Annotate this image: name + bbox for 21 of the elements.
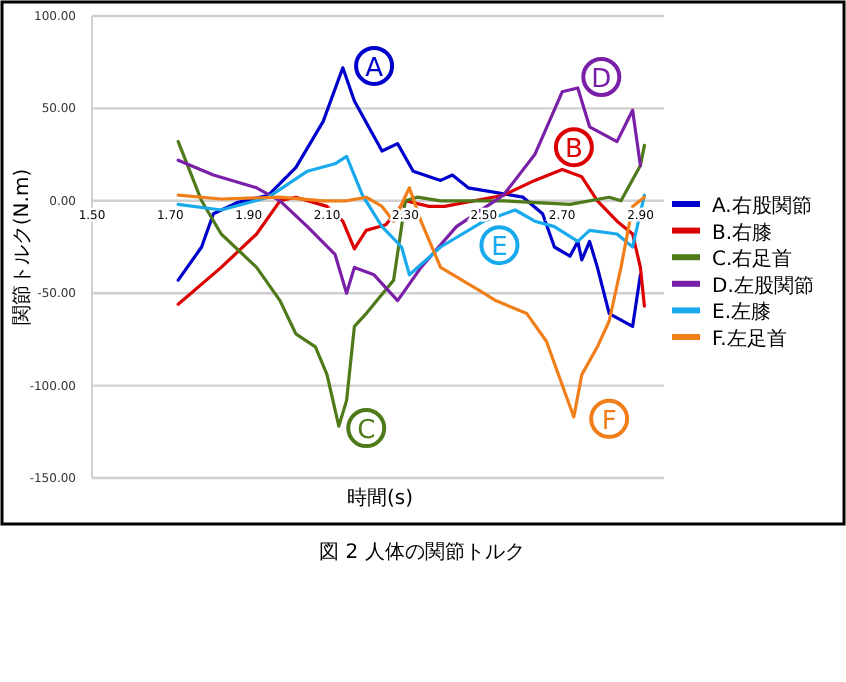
callout: D [581,57,622,97]
caption: 図 2 人体の関節トルク [319,540,525,564]
legend-label: B.右膝 [712,220,773,245]
annotation: C [357,416,376,447]
callout: B [553,127,594,168]
annotation: E [491,233,508,264]
callout: C [346,408,387,449]
annotation: B [564,135,583,166]
legend-label: E.左膝 [712,300,771,325]
y-axis-title: 関節トルク(N.m) [12,168,34,326]
legend-label: D.左股関節 [712,273,814,298]
annotation: A [365,53,384,84]
callout: E [479,225,520,266]
annotation: D [591,64,612,95]
callout: F [589,398,630,439]
annotation: F [601,406,617,437]
legend-label: C.右足首 [712,247,793,272]
callout: A [354,45,395,86]
legend-label: A.右股関節 [712,196,812,218]
x-axis-title: 時間(s) [346,486,414,510]
legend-label: F.左足首 [712,327,787,351]
